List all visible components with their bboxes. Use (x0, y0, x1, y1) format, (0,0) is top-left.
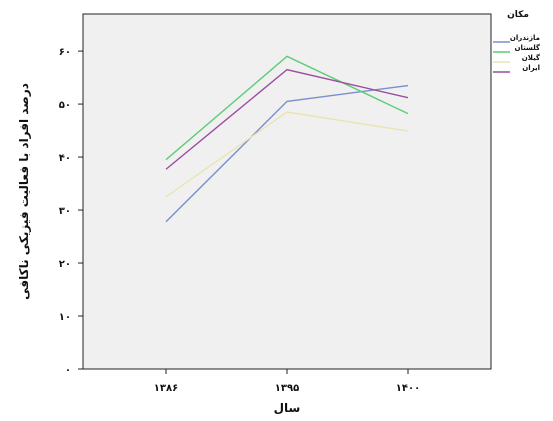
x-tick-label: ۱۳۹۵ (275, 383, 299, 394)
series-line-1 (165, 84, 409, 223)
x-axis-ticks: ۱۳۸۶ ۱۳۹۵ ۱۴۰۰ (154, 369, 420, 394)
y-tick-label: ۰ (65, 365, 71, 376)
legend-label: ایران (522, 64, 540, 72)
legend-title: مکان (507, 10, 529, 20)
y-tick-label: ۵۰ (59, 100, 71, 111)
x-tick-label: ۱۴۰۰ (396, 383, 420, 394)
legend-label: گیلان (522, 53, 541, 62)
x-tick-label: ۱۳۸۶ (154, 383, 178, 394)
y-tick-label: ۲۰ (59, 259, 71, 270)
series-lines (165, 55, 409, 223)
series-line-4 (165, 68, 409, 170)
legend-label: گلستان (514, 43, 540, 52)
y-tick-label: ۱۰ (59, 312, 71, 323)
series-line-3 (165, 111, 409, 198)
y-tick-label: ۳۰ (59, 206, 71, 217)
series-line-2 (165, 55, 409, 161)
plot-area (82, 13, 492, 370)
y-tick-label: ۴۰ (59, 153, 71, 164)
y-axis-title: درصد افراد با فعالیت فیزیکی ناکافی (17, 83, 31, 300)
x-axis-title: سال (274, 401, 301, 415)
legend-label: مازندران (510, 34, 540, 42)
y-axis-ticks: ۰ ۱۰ ۲۰ ۳۰ ۴۰ ۵۰ ۶۰ (59, 47, 83, 376)
y-tick-label: ۶۰ (59, 47, 71, 58)
